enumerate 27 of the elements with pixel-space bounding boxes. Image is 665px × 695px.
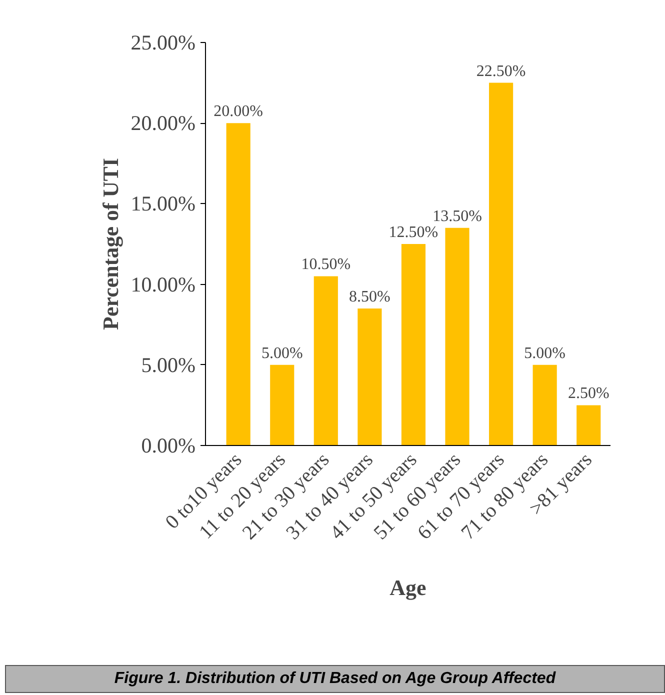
bar [445,228,470,446]
y-tick-label: 25.00% [130,30,196,54]
y-axis-title: Percentage of UTI [98,158,123,330]
y-tick-label: 0.00% [141,434,196,458]
data-label: 20.00% [214,103,263,120]
y-tick-label: 10.00% [130,272,196,296]
data-label: 10.50% [301,256,351,274]
y-tick-label: 5.00% [141,352,196,377]
bar [401,244,426,446]
y-tick-label: 15.00% [130,192,196,216]
data-label: 22.50% [476,62,526,80]
data-label: 2.50% [568,385,610,402]
data-label: 5.00% [524,344,566,362]
data-label: 12.50% [388,224,438,241]
bar [314,276,338,446]
caption: Figure 1. Distribution of UTI Based on Age Group Affected [114,669,556,689]
bar [270,364,294,446]
bar [489,82,514,446]
bar [532,364,557,446]
bar [576,405,601,446]
x-axis-title: Age [390,574,427,600]
data-label: 5.00% [261,344,303,362]
y-tick-label: 20.00% [130,111,196,136]
bar [358,308,382,446]
bar [226,123,250,446]
data-label: 8.50% [349,288,390,306]
data-label: 13.50% [432,208,482,225]
